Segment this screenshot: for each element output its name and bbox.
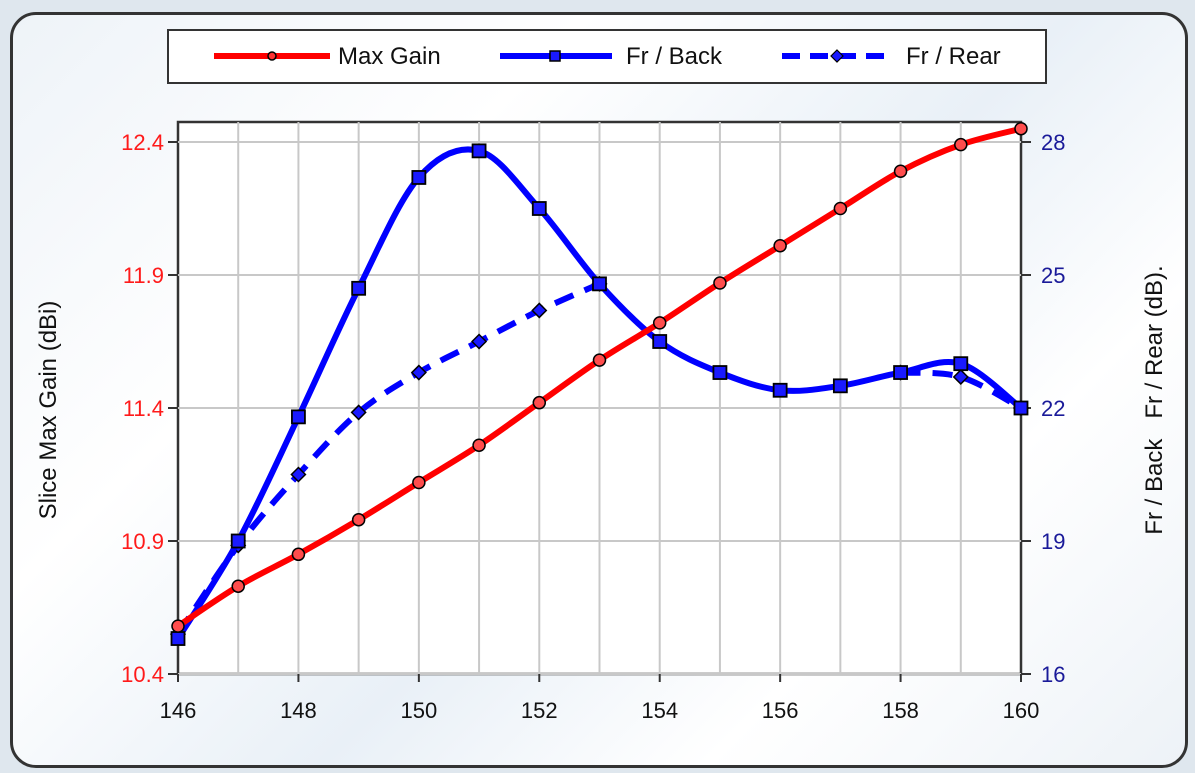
point-max-gain — [171, 619, 185, 633]
legend-marker-fr-back — [549, 50, 561, 62]
legend-marker-max-gain — [267, 51, 277, 61]
point-fr-back — [592, 276, 607, 292]
point-fr-back — [170, 631, 186, 646]
left-tick-label: 11.9 — [123, 263, 164, 288]
point-fr-back — [832, 378, 848, 394]
point-fr-back — [652, 334, 668, 349]
legend-marker-fr-rear — [830, 49, 844, 63]
left-tick-label: 12.4 — [121, 130, 164, 155]
series-layer — [169, 121, 1030, 646]
point-fr-back — [411, 170, 427, 185]
point-max-gain — [351, 512, 366, 527]
legend-label-fr-rear: Fr / Rear — [906, 43, 1001, 70]
point-fr-rear — [471, 333, 488, 350]
left-tick-label: 11.4 — [123, 396, 164, 421]
legend-label-fr-back: Fr / Back — [626, 43, 723, 70]
x-tick-label: 146 — [160, 698, 197, 723]
x-tick-label: 156 — [762, 698, 799, 723]
point-fr-back — [893, 365, 908, 380]
left-tick-label: 10.4 — [121, 662, 164, 687]
point-max-gain — [532, 395, 547, 410]
point-max-gain — [833, 201, 848, 216]
point-fr-rear — [952, 368, 969, 386]
point-max-gain — [291, 547, 306, 562]
point-fr-back — [772, 382, 788, 398]
point-max-gain — [893, 164, 908, 179]
point-fr-rear — [410, 364, 427, 381]
right-tick-label: 22 — [1041, 396, 1065, 421]
point-fr-back — [291, 409, 306, 425]
legend: Max Gain Fr / Back Fr / Rear — [167, 29, 1047, 84]
point-max-gain — [773, 238, 787, 253]
x-tick-label: 148 — [280, 698, 317, 723]
point-max-gain — [592, 353, 607, 367]
right-tick-label: 19 — [1041, 529, 1065, 554]
right-tick-label: 16 — [1041, 662, 1065, 687]
point-max-gain — [412, 475, 426, 490]
point-fr-back — [351, 280, 367, 296]
point-fr-back — [953, 356, 969, 372]
x-tick-label: 158 — [882, 698, 919, 723]
x-tick-label: 152 — [521, 698, 558, 723]
left-axis-title: Slice Max Gain (dBi) — [35, 301, 62, 520]
x-tick-label: 160 — [1003, 698, 1040, 723]
point-max-gain — [1014, 121, 1028, 136]
left-tick-label: 10.9 — [121, 529, 164, 554]
right-tick-label: 25 — [1041, 263, 1065, 288]
x-tick-label: 150 — [400, 698, 437, 723]
point-max-gain — [231, 579, 245, 593]
point-max-gain — [954, 137, 968, 152]
point-fr-rear — [350, 404, 367, 421]
ticks: 10.4 10.9 11.4 11.9 12.4 16 19 22 25 28 146 148 150 1… — [121, 130, 1065, 723]
point-max-gain — [472, 438, 486, 452]
point-fr-back — [1013, 400, 1029, 416]
point-fr-rear — [531, 302, 548, 319]
point-max-gain — [713, 276, 727, 290]
point-fr-rear — [290, 466, 307, 483]
point-fr-back — [471, 143, 487, 159]
point-fr-back — [230, 533, 246, 549]
point-max-gain — [652, 316, 667, 330]
right-tick-label: 28 — [1041, 130, 1065, 155]
legend-label-max-gain: Max Gain — [338, 43, 441, 70]
point-fr-back — [712, 365, 728, 380]
right-axis-title: Fr / Back Fr / Rear (dB). — [1141, 265, 1168, 534]
point-fr-back — [531, 201, 547, 216]
x-tick-label: 154 — [641, 698, 678, 723]
